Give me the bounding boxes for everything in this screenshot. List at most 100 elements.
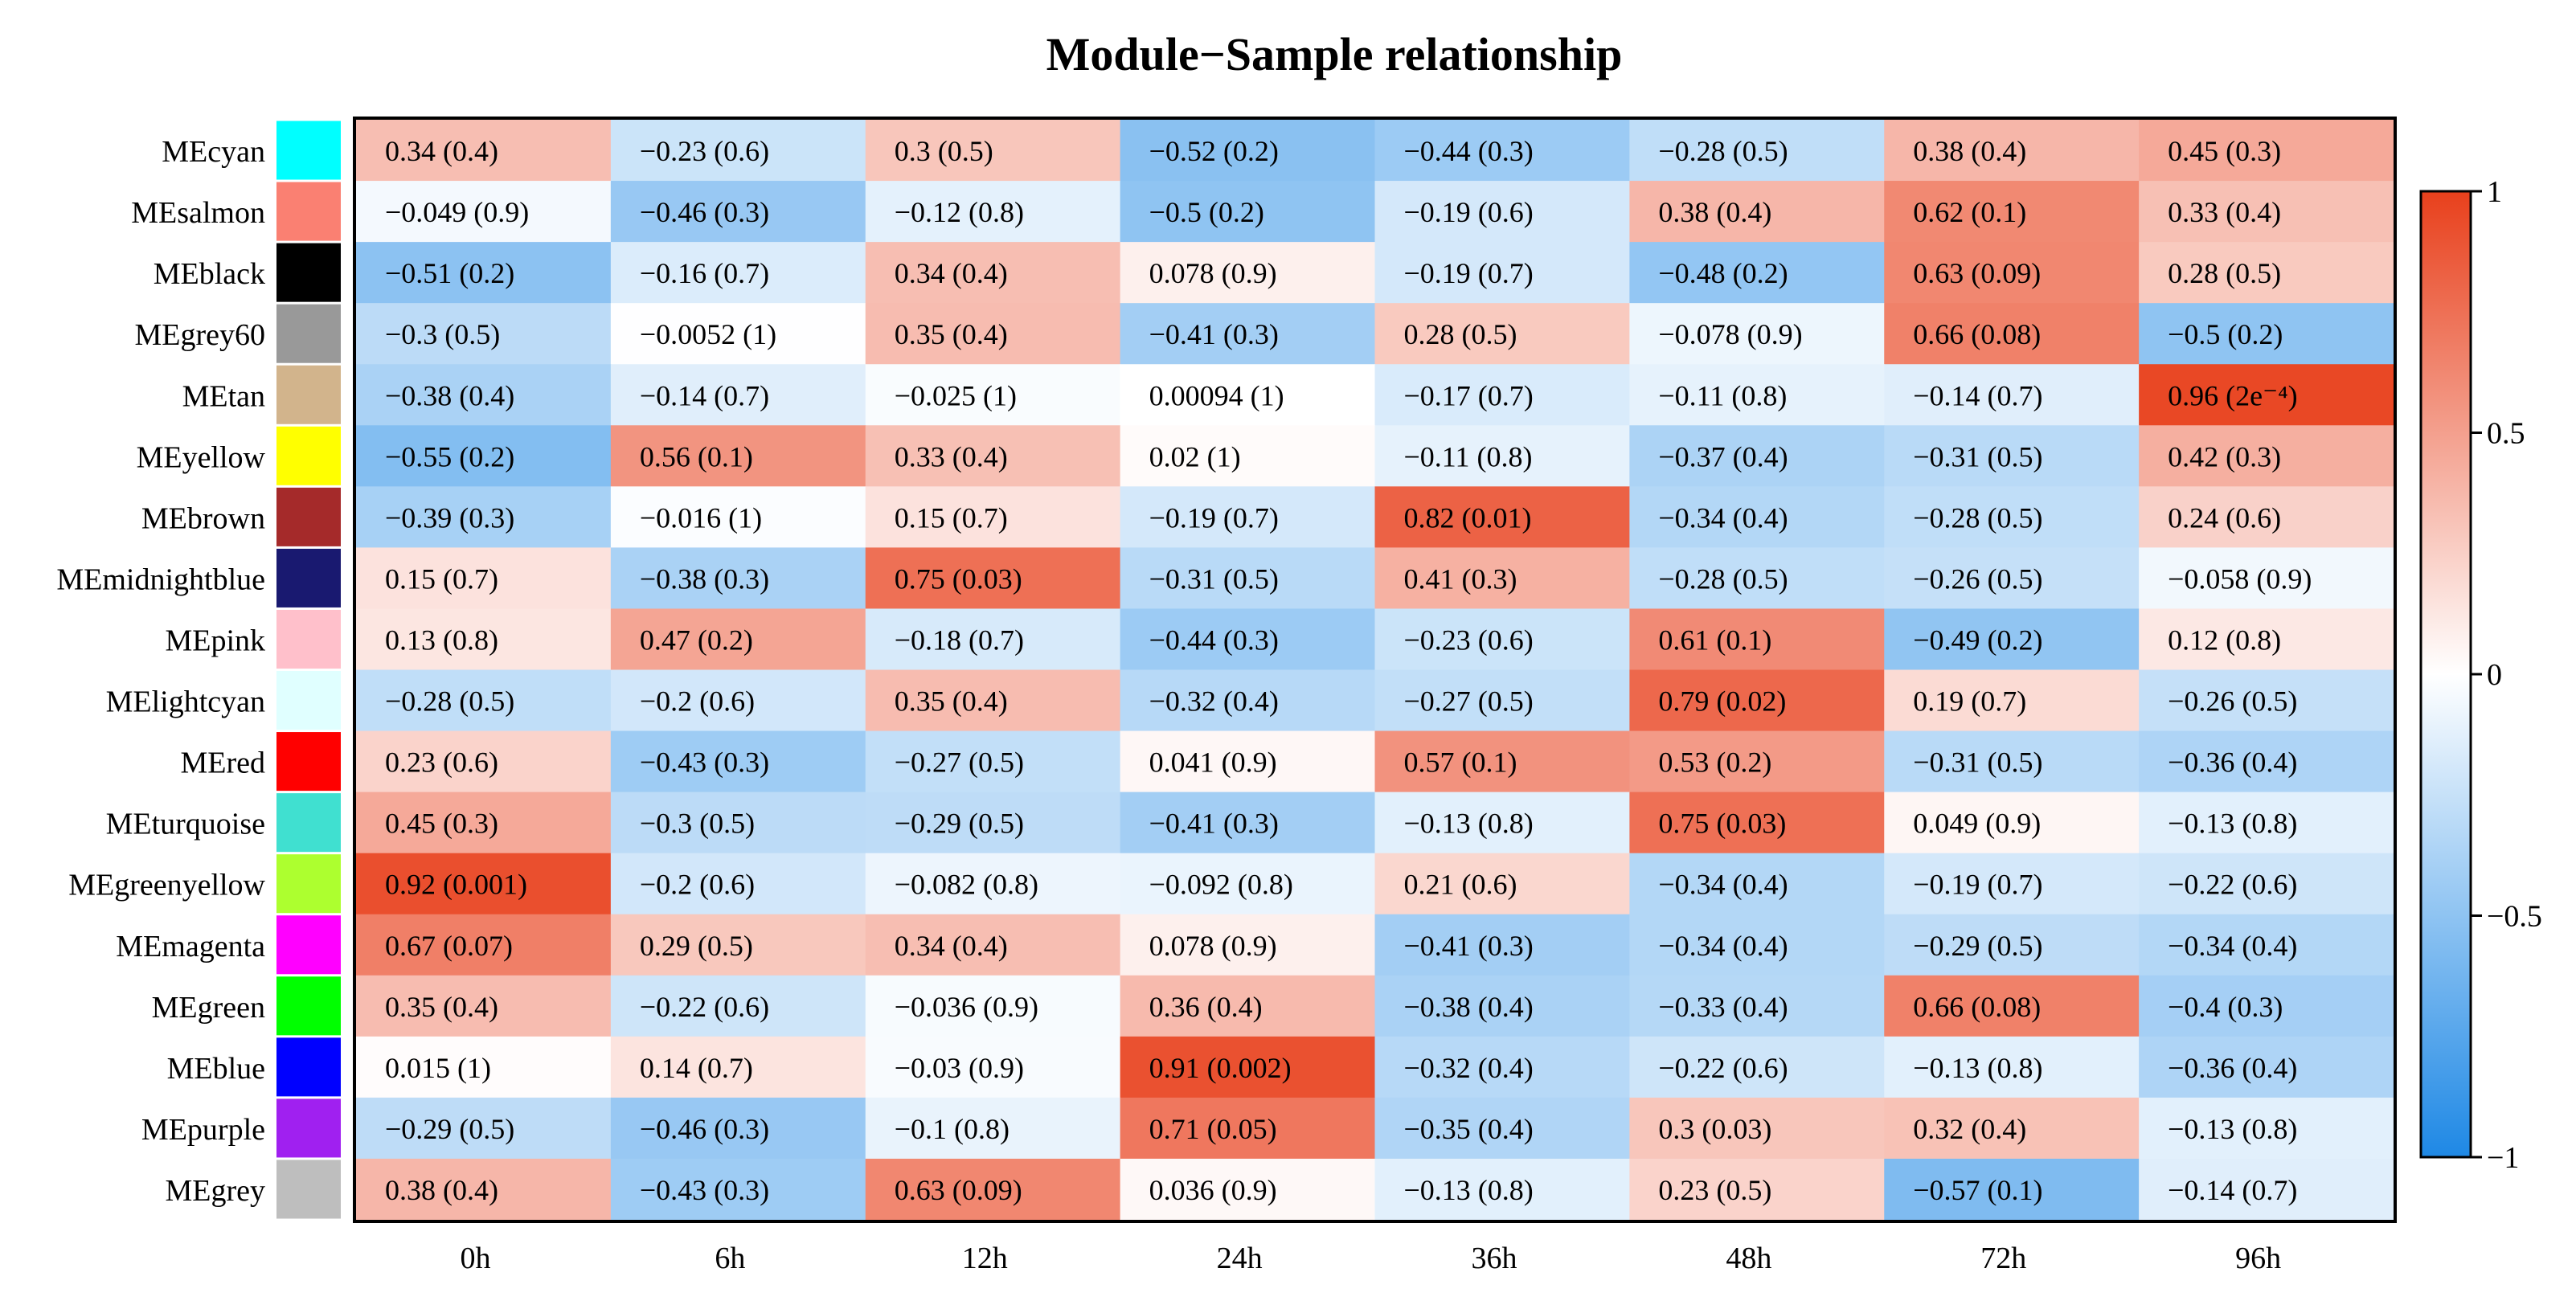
heatmap-cell bbox=[1120, 608, 1376, 671]
cell-label: −0.1 (0.8) bbox=[895, 1113, 1010, 1145]
cell-label: 0.66 (0.08) bbox=[1913, 318, 2041, 350]
colorbar: 1 0.5 0 −0.5 −1 bbox=[2419, 175, 2542, 1175]
module-swatch bbox=[276, 1037, 341, 1097]
heatmap-cell bbox=[865, 1158, 1121, 1221]
cell-label: −0.18 (0.7) bbox=[895, 624, 1024, 656]
heatmap-cell bbox=[1374, 303, 1630, 365]
heatmap-cell bbox=[1120, 730, 1376, 793]
heatmap-cell bbox=[1884, 1097, 2140, 1160]
cell-label: 0.71 (0.05) bbox=[1149, 1113, 1277, 1145]
module-swatch bbox=[276, 732, 341, 792]
row-label: MEgrey60 bbox=[134, 318, 265, 352]
module-swatch bbox=[276, 182, 341, 241]
cell-label: −0.11 (0.8) bbox=[1404, 440, 1533, 472]
cell-label: −0.22 (0.6) bbox=[1658, 1052, 1788, 1084]
heatmap-cell bbox=[1884, 547, 2140, 610]
heatmap-cell bbox=[610, 1097, 866, 1160]
heatmap-cell bbox=[1629, 120, 1885, 182]
cell-label: 0.23 (0.5) bbox=[1658, 1174, 1771, 1206]
module-color-swatches bbox=[276, 121, 341, 1219]
heatmap-cell bbox=[356, 1097, 612, 1160]
row-label: MEgreen bbox=[152, 991, 265, 1025]
cell-label: 0.12 (0.8) bbox=[2168, 624, 2281, 656]
cell-label: 0.61 (0.1) bbox=[1658, 624, 1771, 656]
heatmap-cell bbox=[2139, 792, 2394, 854]
heatmap-cell bbox=[865, 608, 1121, 671]
row-label: MEyellow bbox=[137, 440, 266, 474]
cell-label: 0.62 (0.1) bbox=[1913, 196, 2026, 228]
cell-label: 0.63 (0.09) bbox=[895, 1174, 1022, 1206]
heatmap-cell bbox=[1374, 914, 1630, 976]
chart-title: Module−Sample relationship bbox=[1046, 28, 1623, 80]
cell-label: 0.15 (0.7) bbox=[385, 562, 498, 595]
module-swatch bbox=[276, 121, 341, 180]
heatmap-cell bbox=[610, 730, 866, 793]
cell-label: −0.41 (0.3) bbox=[1404, 930, 1534, 962]
heatmap-cell bbox=[2139, 608, 2394, 671]
cell-label: −0.3 (0.5) bbox=[640, 808, 755, 840]
cell-label: −0.33 (0.4) bbox=[1658, 991, 1788, 1023]
heatmap-cell bbox=[1374, 242, 1630, 304]
cell-label: −0.38 (0.4) bbox=[1404, 991, 1534, 1023]
heatmap-cell bbox=[1629, 425, 1885, 487]
cell-label: 0.75 (0.03) bbox=[895, 562, 1022, 595]
heatmap-cell bbox=[1629, 853, 1885, 915]
heatmap-cell bbox=[356, 364, 612, 426]
heatmap-cell bbox=[1374, 547, 1630, 610]
row-label: MEgrey bbox=[165, 1174, 265, 1208]
cell-label: −0.082 (0.8) bbox=[895, 869, 1038, 901]
heatmap-cell bbox=[1884, 730, 2140, 793]
module-swatch bbox=[276, 1160, 341, 1219]
cell-label: −0.11 (0.8) bbox=[1658, 379, 1787, 411]
heatmap-cell bbox=[2139, 303, 2394, 365]
heatmap-cell bbox=[1884, 1158, 2140, 1221]
heatmap-cell bbox=[610, 1158, 866, 1221]
cell-label: −0.41 (0.3) bbox=[1149, 318, 1279, 350]
heatmap-cell bbox=[1629, 181, 1885, 243]
row-label: MEbrown bbox=[141, 501, 265, 535]
heatmap-cell bbox=[1884, 242, 2140, 304]
row-label: MEcyan bbox=[162, 135, 265, 169]
cell-label: −0.29 (0.5) bbox=[895, 808, 1024, 840]
cell-label: −0.5 (0.2) bbox=[2168, 318, 2283, 350]
cell-label: 0.96 (2e⁻⁴) bbox=[2168, 379, 2298, 411]
row-label: MEturquoise bbox=[106, 808, 265, 841]
heatmap-cell bbox=[1120, 242, 1376, 304]
cell-label: 0.34 (0.4) bbox=[895, 257, 1008, 289]
heatmap-cell bbox=[1884, 425, 2140, 487]
heatmap-cell bbox=[1884, 975, 2140, 1037]
module-swatch bbox=[276, 365, 341, 424]
cell-label: −0.13 (0.8) bbox=[2168, 808, 2297, 840]
heatmap-cell bbox=[1629, 975, 1885, 1037]
cell-label: −0.31 (0.5) bbox=[1913, 747, 2042, 779]
heatmap-cell bbox=[1374, 975, 1630, 1037]
heatmap-cell bbox=[1120, 486, 1376, 548]
heatmap-cell bbox=[2139, 1158, 2394, 1221]
heatmap-cell bbox=[1374, 669, 1630, 732]
cell-label: −0.23 (0.6) bbox=[1404, 624, 1534, 656]
cell-label: 0.32 (0.4) bbox=[1913, 1113, 2026, 1145]
heatmap-cell bbox=[1120, 120, 1376, 182]
row-label: MEmagenta bbox=[116, 930, 265, 963]
module-swatch bbox=[276, 548, 341, 608]
heatmap-cell bbox=[2139, 1036, 2394, 1098]
cell-label: −0.44 (0.3) bbox=[1149, 624, 1279, 656]
cell-label: 0.92 (0.001) bbox=[385, 869, 527, 901]
cell-label: −0.058 (0.9) bbox=[2168, 562, 2312, 595]
heatmap-cell bbox=[1374, 1036, 1630, 1098]
heatmap-cell bbox=[865, 975, 1121, 1037]
heatmap-cell bbox=[1629, 608, 1885, 671]
cell-label: 0.29 (0.5) bbox=[640, 930, 753, 962]
cell-label: 0.75 (0.03) bbox=[1658, 808, 1786, 840]
column-label: 36h bbox=[1471, 1242, 1517, 1275]
cell-label: −0.16 (0.7) bbox=[640, 257, 769, 289]
heatmap-cell bbox=[1120, 181, 1376, 243]
heatmap-cell bbox=[356, 1158, 612, 1221]
heatmap-cell bbox=[1884, 608, 2140, 671]
cell-label: 0.47 (0.2) bbox=[640, 624, 753, 656]
cell-label: −0.39 (0.3) bbox=[385, 501, 514, 534]
cell-label: 0.14 (0.7) bbox=[640, 1052, 753, 1084]
cell-label: 0.036 (0.9) bbox=[1149, 1174, 1277, 1206]
heatmap-cell bbox=[356, 792, 612, 854]
cell-label: 0.049 (0.9) bbox=[1913, 808, 2041, 840]
